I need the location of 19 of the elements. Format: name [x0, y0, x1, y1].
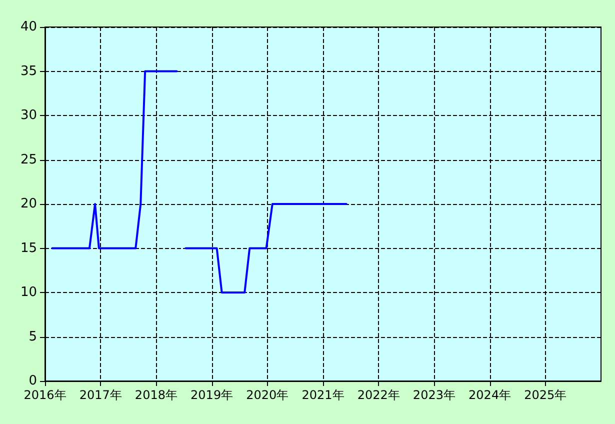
x-tick-label: 2019年: [190, 388, 234, 402]
x-tick-label: 2025年: [524, 388, 567, 402]
x-tick-label: 2016年: [24, 388, 66, 402]
y-tick-label: 15: [20, 240, 37, 256]
y-tick-label: 0: [28, 374, 37, 388]
y-tick-label: 25: [20, 152, 37, 168]
y-tick-label: 10: [20, 285, 37, 300]
x-tick-label: 2020年: [246, 388, 289, 402]
y-tick-label: 35: [20, 64, 37, 79]
x-tick-label: 2021年: [302, 388, 344, 402]
y-tick-label: 20: [20, 196, 37, 212]
x-tick-label: 2022年: [357, 388, 400, 402]
x-tick-label: 2024年: [468, 388, 512, 402]
x-tick-label: 2023年: [412, 388, 456, 402]
x-tick-label: 2018年: [134, 388, 178, 402]
x-tick-label: 2017年: [79, 388, 122, 402]
y-tick-label: 30: [20, 108, 37, 123]
y-tick-label: 5: [28, 329, 37, 344]
y-tick-label: 40: [20, 20, 37, 34]
